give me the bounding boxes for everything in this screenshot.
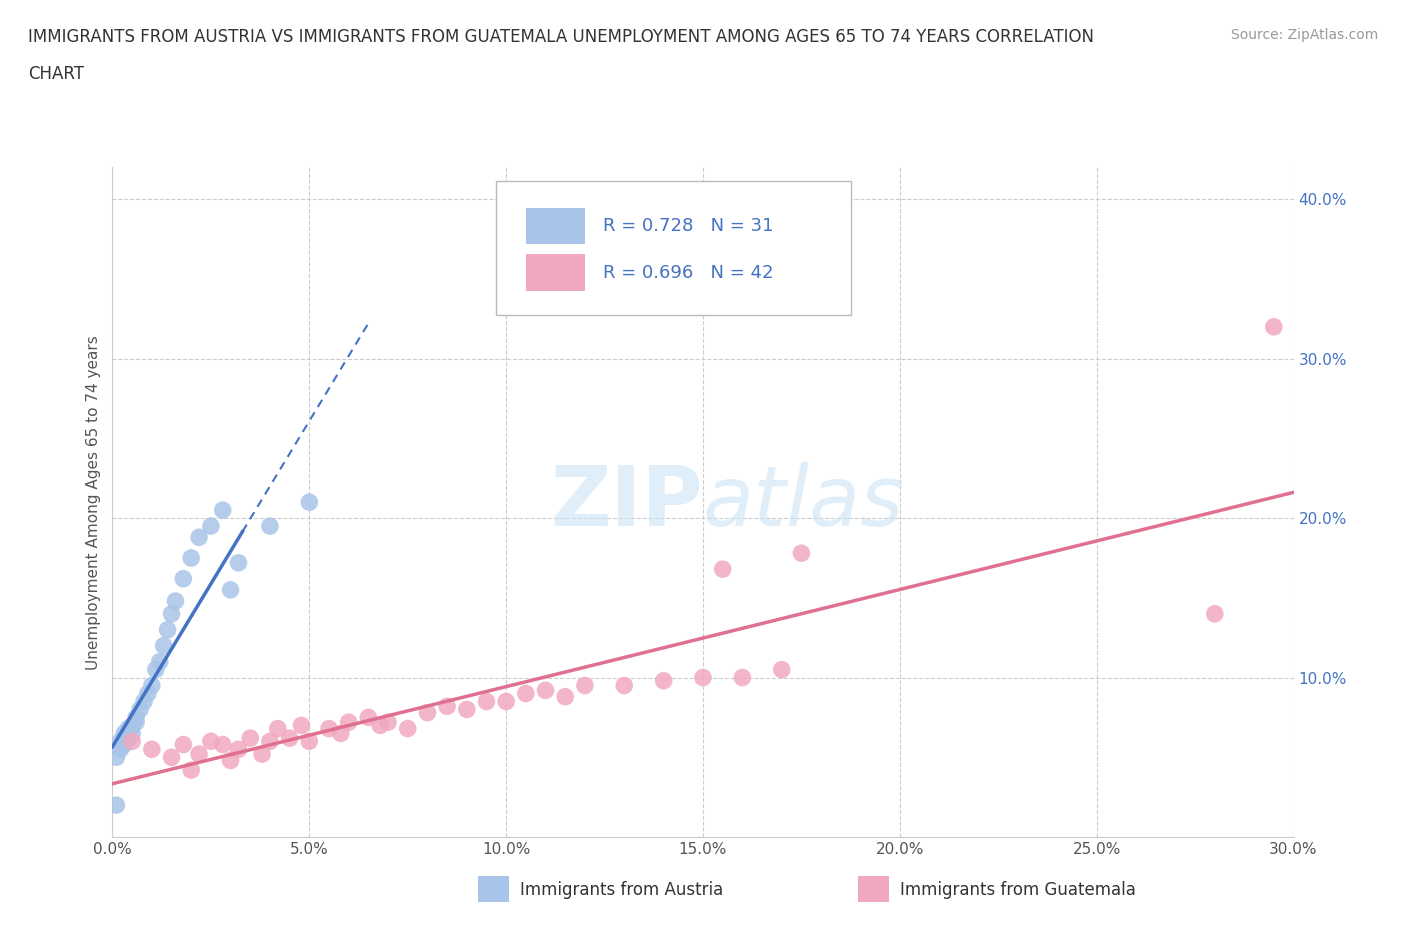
Point xyxy=(219,582,242,597)
Point xyxy=(250,747,273,762)
Point xyxy=(259,734,281,749)
Point xyxy=(239,731,262,746)
Point xyxy=(188,530,211,545)
Point xyxy=(731,671,754,685)
Point xyxy=(141,742,163,757)
Point xyxy=(495,694,517,709)
Point xyxy=(112,737,135,752)
Point xyxy=(613,678,636,693)
Point xyxy=(790,546,813,561)
Point xyxy=(132,694,155,709)
Point xyxy=(290,718,312,733)
Point xyxy=(141,678,163,693)
Point xyxy=(152,638,174,653)
Y-axis label: Unemployment Among Ages 65 to 74 years: Unemployment Among Ages 65 to 74 years xyxy=(86,335,101,670)
Point xyxy=(368,718,391,733)
Point xyxy=(160,606,183,621)
Point xyxy=(298,734,321,749)
Point xyxy=(436,698,458,713)
Point xyxy=(652,673,675,688)
Point xyxy=(318,721,340,736)
Point xyxy=(298,495,321,510)
Text: Immigrants from Guatemala: Immigrants from Guatemala xyxy=(900,881,1136,899)
Bar xyxy=(526,207,585,245)
Point xyxy=(110,734,132,749)
FancyBboxPatch shape xyxy=(496,180,851,314)
Point xyxy=(160,750,183,764)
Point xyxy=(121,718,143,733)
Point xyxy=(770,662,793,677)
Point xyxy=(117,731,139,746)
Bar xyxy=(526,255,585,291)
Text: ZIP: ZIP xyxy=(551,461,703,543)
Point xyxy=(112,726,135,741)
Point xyxy=(125,710,148,724)
Point xyxy=(172,571,194,586)
Point xyxy=(145,662,167,677)
Point xyxy=(105,750,128,764)
Point xyxy=(136,686,159,701)
Point xyxy=(337,715,360,730)
Point xyxy=(456,702,478,717)
Point xyxy=(278,731,301,746)
Point xyxy=(228,555,250,570)
Point xyxy=(211,737,233,752)
Point xyxy=(172,737,194,752)
Point xyxy=(117,721,139,736)
Point xyxy=(125,715,148,730)
Point xyxy=(228,742,250,757)
Text: R = 0.728   N = 31: R = 0.728 N = 31 xyxy=(603,217,773,235)
Point xyxy=(377,715,399,730)
Point xyxy=(574,678,596,693)
Point xyxy=(416,705,439,720)
Text: Immigrants from Austria: Immigrants from Austria xyxy=(520,881,724,899)
Point xyxy=(515,686,537,701)
Point xyxy=(180,551,202,565)
Point xyxy=(329,726,352,741)
Point xyxy=(105,798,128,813)
Point xyxy=(534,683,557,698)
Text: IMMIGRANTS FROM AUSTRIA VS IMMIGRANTS FROM GUATEMALA UNEMPLOYMENT AMONG AGES 65 : IMMIGRANTS FROM AUSTRIA VS IMMIGRANTS FR… xyxy=(28,28,1094,46)
Point xyxy=(129,702,152,717)
Point xyxy=(121,734,143,749)
Text: CHART: CHART xyxy=(28,65,84,83)
Point xyxy=(259,519,281,534)
Point xyxy=(165,593,187,608)
Text: atlas: atlas xyxy=(703,461,904,543)
Point xyxy=(180,763,202,777)
Point xyxy=(188,747,211,762)
Point xyxy=(211,503,233,518)
Point xyxy=(396,721,419,736)
Point xyxy=(219,753,242,768)
Point xyxy=(200,519,222,534)
Point xyxy=(1263,319,1285,334)
Point xyxy=(156,622,179,637)
Point xyxy=(149,654,172,669)
Point xyxy=(110,742,132,757)
Point xyxy=(121,726,143,741)
Text: Source: ZipAtlas.com: Source: ZipAtlas.com xyxy=(1230,28,1378,42)
Text: R = 0.696   N = 42: R = 0.696 N = 42 xyxy=(603,264,773,282)
Point xyxy=(1204,606,1226,621)
Point xyxy=(475,694,498,709)
Point xyxy=(267,721,290,736)
Point xyxy=(692,671,714,685)
Point xyxy=(711,562,734,577)
Point xyxy=(357,710,380,724)
Point xyxy=(554,689,576,704)
Point xyxy=(200,734,222,749)
